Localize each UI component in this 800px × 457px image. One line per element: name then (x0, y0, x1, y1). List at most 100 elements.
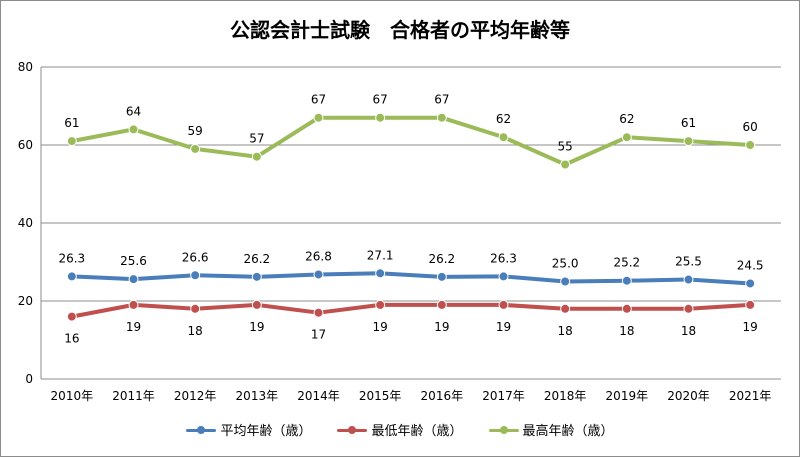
data-point (190, 143, 201, 154)
data-label: 26.3 (58, 251, 85, 265)
data-label: 64 (126, 104, 141, 118)
data-point (251, 271, 262, 282)
data-point (683, 274, 694, 285)
data-point (128, 124, 139, 135)
data-label: 17 (311, 328, 326, 342)
series-line (69, 302, 753, 319)
data-label: 18 (188, 324, 203, 338)
data-label: 18 (558, 324, 573, 338)
x-tick-label: 2016年 (421, 389, 464, 403)
data-point (128, 274, 139, 285)
data-label: 25.5 (675, 255, 702, 269)
data-point (313, 112, 324, 123)
data-label: 55 (558, 140, 573, 154)
chart-title: 公認会計士試験 合格者の平均年齢等 (230, 18, 570, 42)
data-point (313, 307, 324, 318)
data-point (560, 276, 571, 287)
data-label: 59 (188, 124, 203, 138)
data-point (745, 140, 756, 150)
legend-item-maximum: 最高年齢（歳） (488, 420, 614, 439)
x-tick-label: 2015年 (359, 389, 402, 403)
data-label: 26.6 (182, 250, 209, 264)
data-label: 61 (681, 116, 696, 130)
data-point (190, 303, 201, 314)
data-point (66, 136, 77, 147)
legend-item-average: 平均年齢（歳） (186, 420, 311, 439)
series-line (69, 115, 753, 167)
data-point (683, 303, 694, 314)
data-label: 26.3 (490, 251, 517, 265)
legend-swatch-minimum (337, 424, 368, 436)
data-point (128, 299, 139, 310)
data-point (621, 303, 632, 314)
x-tick-label: 2019年 (606, 389, 649, 403)
data-label: 62 (619, 112, 634, 126)
data-label: 16 (64, 332, 79, 346)
y-tick-label: 0 (25, 372, 33, 386)
data-point (66, 271, 77, 282)
data-label: 67 (434, 93, 449, 107)
data-point (375, 299, 386, 310)
x-tick-label: 2017年 (482, 389, 525, 403)
data-label: 19 (743, 320, 758, 334)
data-point (436, 299, 447, 310)
data-point (375, 112, 386, 123)
x-tick-label: 2013年 (236, 389, 279, 403)
y-tick-label: 80 (18, 60, 33, 74)
data-label: 19 (373, 320, 388, 334)
data-point (745, 278, 756, 289)
legend-swatch-maximum (488, 424, 519, 436)
data-label: 25.2 (613, 256, 640, 270)
data-point (436, 271, 447, 282)
data-label: 19 (249, 320, 264, 334)
data-point (683, 136, 694, 147)
x-tick-label: 2012年 (174, 389, 217, 403)
data-point (251, 299, 262, 310)
data-point (66, 311, 77, 322)
data-point (560, 159, 571, 170)
data-label: 60 (743, 120, 758, 134)
data-point (498, 299, 509, 310)
legend-item-minimum: 最低年齢（歳） (337, 420, 463, 439)
legend-label-minimum: 最低年齢（歳） (371, 424, 463, 439)
data-label: 25.0 (552, 257, 579, 271)
data-label: 18 (619, 324, 634, 338)
data-label: 19 (126, 320, 141, 334)
data-point (621, 132, 632, 143)
data-point (621, 275, 632, 286)
legend-swatch-average (186, 424, 217, 436)
data-label: 27.1 (367, 248, 394, 262)
data-label: 67 (311, 93, 326, 107)
data-label: 26.2 (243, 252, 270, 266)
legend-label-maximum: 最高年齢（歳） (522, 424, 614, 439)
x-tick-label: 2020年 (667, 389, 710, 403)
data-label: 19 (434, 320, 449, 334)
legend-label-average: 平均年齢（歳） (220, 424, 312, 439)
data-point (560, 303, 571, 314)
data-label: 25.6 (120, 254, 147, 268)
data-point (313, 269, 324, 280)
data-label: 67 (373, 93, 388, 107)
data-point (251, 151, 262, 162)
data-point (190, 270, 201, 281)
series-line (69, 271, 753, 286)
x-tick-label: 2018年 (544, 389, 587, 403)
y-tick-label: 60 (18, 138, 33, 152)
data-label: 62 (496, 112, 511, 126)
x-tick-label: 2021年 (729, 389, 772, 403)
x-tick-label: 2010年 (51, 389, 94, 403)
x-tick-label: 2014年 (297, 389, 340, 403)
data-label: 26.2 (428, 252, 455, 266)
data-label: 24.5 (737, 258, 764, 272)
legend: 平均年齢（歳） 最低年齢（歳） 最高年齢（歳） (0, 420, 800, 439)
data-label: 26.8 (305, 249, 332, 263)
data-point (745, 299, 756, 310)
data-point (436, 112, 447, 123)
data-label: 18 (681, 324, 696, 338)
data-point (498, 271, 509, 282)
y-tick-label: 20 (18, 294, 33, 308)
y-tick-label: 40 (18, 216, 33, 230)
data-label: 61 (64, 116, 79, 130)
